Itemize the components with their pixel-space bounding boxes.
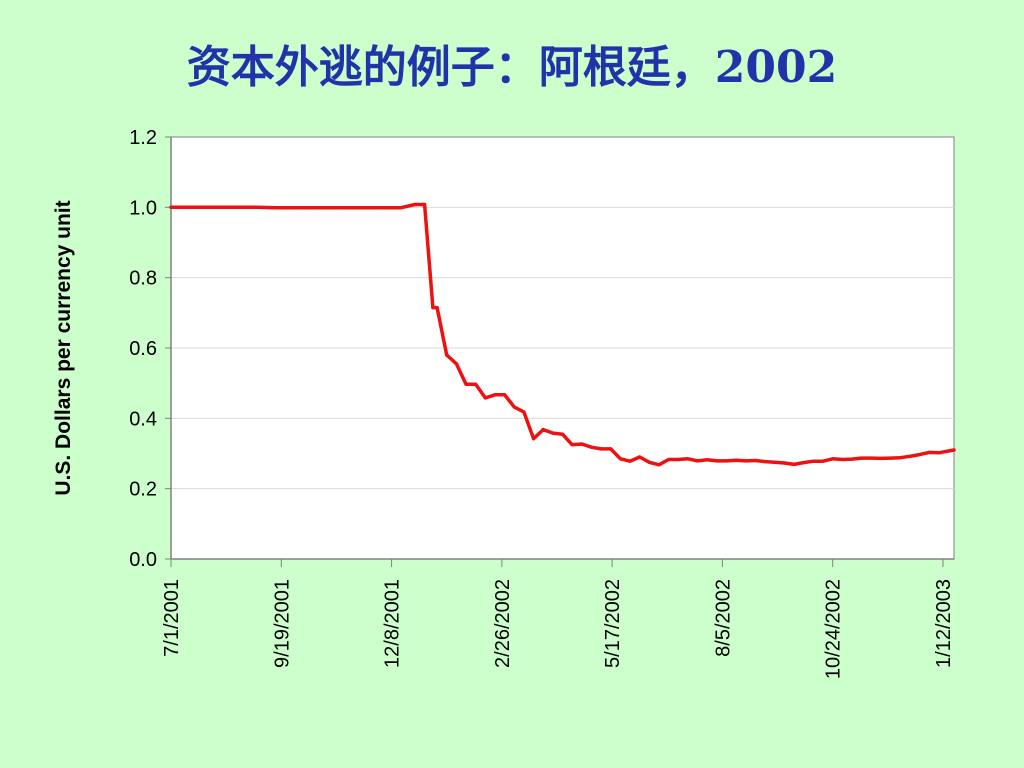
data-point xyxy=(413,202,417,207)
data-point xyxy=(315,206,319,210)
data-point xyxy=(753,458,758,463)
data-point xyxy=(869,456,873,460)
data-point xyxy=(532,437,536,441)
x-tick-label: 10/24/2002 xyxy=(823,579,845,679)
data-point xyxy=(493,393,497,397)
data-point xyxy=(464,382,468,386)
data-point xyxy=(358,206,362,210)
data-point xyxy=(503,393,507,397)
data-point xyxy=(657,463,661,467)
data-point xyxy=(705,458,709,462)
data-point xyxy=(667,457,671,462)
data-point xyxy=(773,460,777,464)
y-tick-label: 1.0 xyxy=(129,197,157,219)
data-point xyxy=(763,460,767,464)
x-tick-label: 5/17/2002 xyxy=(602,579,624,668)
x-tick-label: 1/12/2003 xyxy=(933,579,955,668)
data-point xyxy=(454,362,458,366)
data-point xyxy=(274,206,278,210)
y-tick-label: 0.6 xyxy=(129,338,157,360)
data-point xyxy=(169,205,173,209)
x-tick-label: 12/8/2001 xyxy=(382,579,404,668)
x-tick-label: 2/26/2002 xyxy=(492,579,514,668)
data-point xyxy=(802,461,806,465)
data-point xyxy=(879,456,883,460)
y-tick-label: 0.2 xyxy=(129,479,157,501)
data-point xyxy=(792,462,796,466)
data-point xyxy=(445,353,449,357)
data-point xyxy=(831,457,835,461)
y-tick-label: 0.8 xyxy=(129,268,157,290)
data-point xyxy=(339,206,343,210)
data-point xyxy=(734,458,738,462)
y-tick-label: 1.2 xyxy=(129,127,157,149)
data-point xyxy=(850,457,854,461)
y-tick-label: 0.4 xyxy=(129,408,157,430)
data-point xyxy=(908,454,912,458)
data-point xyxy=(522,410,526,414)
data-point xyxy=(618,457,623,461)
y-tick-label: 0.0 xyxy=(129,549,157,571)
data-point xyxy=(431,306,435,310)
data-point xyxy=(715,459,719,463)
data-point xyxy=(860,456,864,460)
data-point xyxy=(589,445,594,449)
data-point xyxy=(952,448,956,452)
data-point xyxy=(570,443,574,447)
data-point xyxy=(399,206,403,210)
y-axis-ticks: 0.0 0.2 0.4 0.6 0.8 1.0 1.2 xyxy=(129,127,171,571)
y-axis-title: U.S. Dollars per currency unit xyxy=(52,200,75,495)
series xyxy=(169,202,956,467)
data-point xyxy=(686,457,690,461)
data-point xyxy=(551,431,555,435)
data-point xyxy=(696,459,700,463)
data-point xyxy=(188,205,192,209)
data-point xyxy=(254,205,259,209)
data-point xyxy=(889,456,893,460)
data-point xyxy=(512,405,516,409)
data-point xyxy=(724,459,729,463)
data-point xyxy=(609,447,613,451)
x-tick-label: 8/5/2002 xyxy=(712,579,734,657)
data-point xyxy=(296,206,300,210)
data-point xyxy=(231,205,235,209)
x-tick-label: 7/1/2001 xyxy=(161,579,183,657)
data-point xyxy=(483,396,487,400)
slide-title: 资本外逃的例子：阿根廷，2002 xyxy=(186,42,838,93)
data-point xyxy=(937,451,941,455)
data-point xyxy=(580,442,584,446)
data-point xyxy=(435,306,439,310)
data-point xyxy=(212,205,216,209)
data-point xyxy=(599,447,603,451)
data-point xyxy=(811,459,816,463)
data-point xyxy=(840,457,844,462)
data-point xyxy=(474,382,478,386)
data-point xyxy=(898,456,902,460)
data-point xyxy=(423,202,427,207)
data-point xyxy=(628,459,632,463)
x-tick-label: 9/19/2001 xyxy=(271,579,293,668)
data-point xyxy=(744,459,748,463)
data-point xyxy=(380,206,384,210)
data-point xyxy=(541,428,545,432)
series-layer xyxy=(169,202,956,467)
data-point xyxy=(676,457,680,462)
data-point xyxy=(782,461,787,465)
data-point xyxy=(560,432,565,436)
data-point xyxy=(647,460,651,464)
data-point xyxy=(638,455,642,459)
data-point xyxy=(917,453,922,457)
data-point xyxy=(821,459,825,463)
x-axis-ticks: 7/1/2001 9/19/2001 12/8/2001 2/26/2002 5/17/… xyxy=(161,559,955,679)
data-point xyxy=(927,450,931,454)
